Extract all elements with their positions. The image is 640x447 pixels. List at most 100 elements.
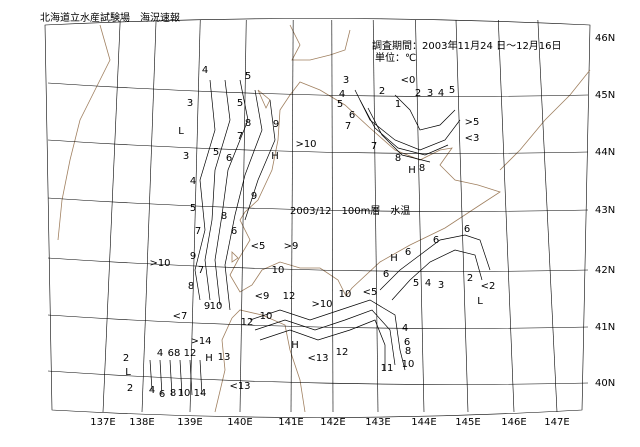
contour-label: 5 bbox=[245, 71, 251, 82]
contour-label: 8 bbox=[419, 163, 425, 174]
contour-label: 5 bbox=[449, 85, 455, 96]
contour-label: >5 bbox=[465, 117, 480, 128]
contour-label: H bbox=[408, 165, 416, 176]
contour-label: 68 bbox=[168, 348, 181, 359]
contour-label: 9 bbox=[204, 301, 210, 312]
meridian bbox=[102, 19, 121, 413]
contour-label: 14 bbox=[194, 388, 207, 399]
longitude-label: 144E bbox=[411, 417, 436, 428]
contour-label: 4 bbox=[149, 385, 155, 396]
latitude-label: 45N bbox=[595, 90, 615, 101]
contour-label: 10 bbox=[210, 301, 223, 312]
contour-label: 8 bbox=[395, 153, 401, 164]
meridian bbox=[498, 19, 515, 413]
contour-label: 11 bbox=[381, 363, 394, 374]
map-frame bbox=[44, 18, 591, 418]
contour-label: 6 bbox=[383, 269, 389, 280]
contour-label: 8 bbox=[221, 211, 227, 222]
longitude-label: 147E bbox=[544, 417, 569, 428]
latitude-label: 46N bbox=[595, 33, 615, 44]
contour-label: 5 bbox=[237, 98, 243, 109]
latitude-label: 40N bbox=[595, 378, 615, 389]
contour-label: 7 bbox=[198, 265, 204, 276]
contour-label: 10 bbox=[260, 311, 273, 322]
contour-label: <3 bbox=[465, 133, 480, 144]
contour-label: 5 bbox=[413, 278, 419, 289]
contour-label: <13 bbox=[307, 353, 328, 364]
meridian bbox=[415, 19, 425, 413]
contour-label: 9 bbox=[273, 119, 279, 130]
contour-label: 7 bbox=[237, 131, 243, 142]
longitude-label: 138E bbox=[129, 417, 154, 428]
contour-label: >10 bbox=[295, 139, 316, 150]
contour-label: <2 bbox=[481, 281, 496, 292]
contour-label: <9 bbox=[255, 291, 270, 302]
contour-label: 3 bbox=[343, 75, 349, 86]
contour-label: 3 bbox=[427, 88, 433, 99]
unit: 単位：℃ bbox=[375, 51, 416, 64]
contour-label: 12 bbox=[184, 348, 197, 359]
latitude-label: 44N bbox=[595, 147, 615, 158]
parallel bbox=[47, 82, 589, 97]
contour-label: H bbox=[205, 353, 213, 364]
longitude-label: 139E bbox=[177, 417, 202, 428]
contour-label: 10 bbox=[402, 359, 415, 370]
contour-label: 2 bbox=[415, 88, 421, 99]
contour-label: 12 bbox=[283, 291, 296, 302]
latitude-label: 41N bbox=[595, 322, 615, 333]
contour-label: <13 bbox=[229, 381, 250, 392]
contour-label: 10 bbox=[339, 289, 352, 300]
contour-label: 4 bbox=[157, 348, 163, 359]
contour-label: 4 bbox=[202, 65, 208, 76]
meridian bbox=[372, 19, 379, 413]
contour-label: 2 bbox=[467, 273, 473, 284]
map-label: 2003/12 100m層 水温 bbox=[290, 205, 410, 217]
contour-label: 2 bbox=[379, 86, 385, 97]
contour-label: 4 bbox=[438, 88, 444, 99]
meridian bbox=[239, 19, 247, 413]
parallel bbox=[47, 370, 589, 385]
contour-label: >14 bbox=[190, 336, 211, 347]
contour-label: 7 bbox=[371, 141, 377, 152]
contour-label: 12 bbox=[336, 347, 349, 358]
contour-label: 12 bbox=[241, 317, 254, 328]
contour-label: >9 bbox=[284, 241, 299, 252]
contour-label: 6 bbox=[159, 389, 165, 400]
contour-label: >10 bbox=[149, 258, 170, 269]
contour-label: 1 bbox=[395, 99, 401, 110]
meridian bbox=[189, 19, 201, 413]
longitude-label: 141E bbox=[278, 417, 303, 428]
contour-label: 8 bbox=[170, 388, 176, 399]
parallel bbox=[47, 314, 589, 329]
meridian bbox=[141, 19, 157, 413]
parallel bbox=[47, 197, 589, 212]
contour-label: 3 bbox=[438, 280, 444, 291]
longitude-label: 146E bbox=[501, 417, 526, 428]
period: 調査期間：2003年11月24 日～12月16日 bbox=[372, 39, 562, 52]
contour-label: 6 bbox=[405, 247, 411, 258]
latitude-label: 42N bbox=[595, 265, 615, 276]
contour-label: 9 bbox=[190, 251, 196, 262]
contour-label: 13 bbox=[218, 352, 231, 363]
contour-label: <7 bbox=[173, 311, 188, 322]
title: 北海道立水産試験場 海況速報 bbox=[40, 11, 180, 24]
contour-label: H bbox=[291, 340, 299, 351]
contour-label: 9 bbox=[251, 191, 257, 202]
contour-label: H bbox=[390, 253, 398, 264]
contour-label: <5 bbox=[251, 241, 266, 252]
meridian bbox=[537, 19, 558, 413]
contour-label: <5 bbox=[363, 287, 378, 298]
contour-label: 2 bbox=[127, 383, 133, 394]
contour-label: <0 bbox=[401, 75, 416, 86]
contour-label: L bbox=[477, 296, 483, 307]
contour-label: 6 bbox=[231, 226, 237, 237]
contour-label: 7 bbox=[345, 121, 351, 132]
longitude-label: 137E bbox=[90, 417, 115, 428]
contour-label: 3 bbox=[183, 151, 189, 162]
contour-label: 6 bbox=[404, 337, 410, 348]
contour-label: 5 bbox=[213, 147, 219, 158]
coastlines bbox=[57, 24, 591, 413]
meridian bbox=[331, 19, 334, 413]
contour-label: L bbox=[125, 367, 131, 378]
